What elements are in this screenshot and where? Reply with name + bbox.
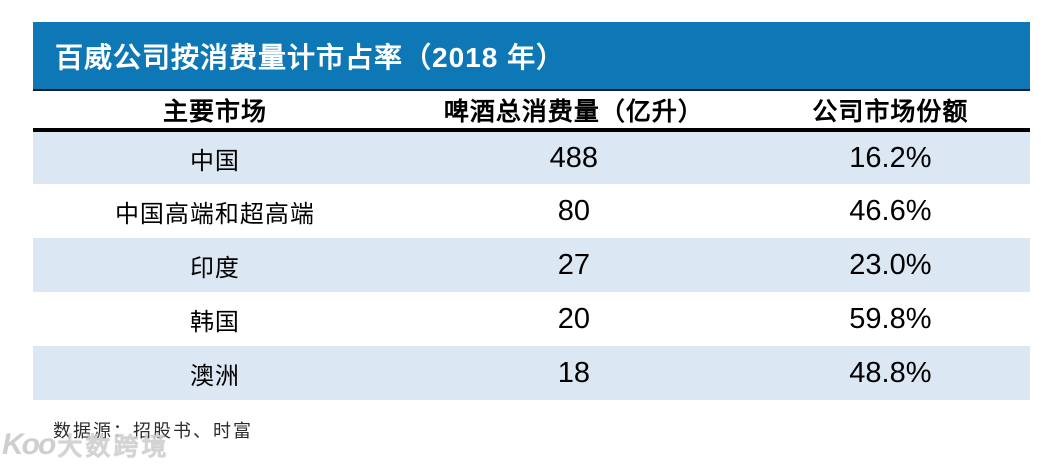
- cell-share: 46.6%: [849, 194, 932, 227]
- cell-market: 中国高端和超高端: [114, 200, 315, 228]
- cell-consumption: 20: [557, 302, 590, 335]
- cell-consumption: 18: [557, 356, 590, 389]
- table-header: 主要市场 啤酒总消费量（亿升） 公司市场份额: [33, 91, 1030, 132]
- column-header-share: 公司市场份额: [750, 91, 1030, 132]
- table-body: 中国 488 16.2% 中国高端和超高端 80 46.6% 印度 27 23.0% 韩国 20 59…: [33, 130, 1030, 400]
- table-row: 印度 27 23.0%: [33, 238, 1030, 292]
- cell-market: 韩国: [189, 308, 240, 336]
- card-title: 百威公司按消费量计市占率（2018 年）: [55, 41, 566, 73]
- table-row: 澳洲 18 48.8%: [33, 346, 1030, 400]
- data-source-note: 数据源：招股书、时富: [53, 421, 253, 441]
- cell-consumption: 488: [549, 141, 599, 174]
- cell-market: 印度: [189, 254, 240, 282]
- cell-market: 澳洲: [189, 362, 240, 390]
- card-title-bar: 百威公司按消费量计市占率（2018 年）: [33, 22, 1030, 91]
- market-share-table: 主要市场 啤酒总消费量（亿升） 公司市场份额 中国 488 16.2% 中国高端和超高…: [33, 91, 1030, 400]
- header-row: 主要市场 啤酒总消费量（亿升） 公司市场份额: [33, 91, 1030, 132]
- cell-share: 23.0%: [849, 248, 932, 281]
- column-header-consumption: 啤酒总消费量（亿升）: [396, 91, 751, 132]
- cell-share: 16.2%: [849, 141, 932, 174]
- table-row: 韩国 20 59.8%: [33, 292, 1030, 346]
- column-header-market: 主要市场: [33, 91, 397, 132]
- market-share-card: 百威公司按消费量计市占率（2018 年） 主要市场 啤酒总消费量（亿升） 公司市…: [33, 22, 1030, 443]
- cell-consumption: 80: [557, 194, 590, 227]
- cell-share: 59.8%: [849, 302, 932, 335]
- cell-share: 48.8%: [849, 356, 932, 389]
- table-row: 中国 488 16.2%: [33, 130, 1030, 184]
- cell-consumption: 27: [557, 248, 590, 281]
- cell-market: 中国: [189, 147, 240, 175]
- table-row: 中国高端和超高端 80 46.6%: [33, 184, 1030, 238]
